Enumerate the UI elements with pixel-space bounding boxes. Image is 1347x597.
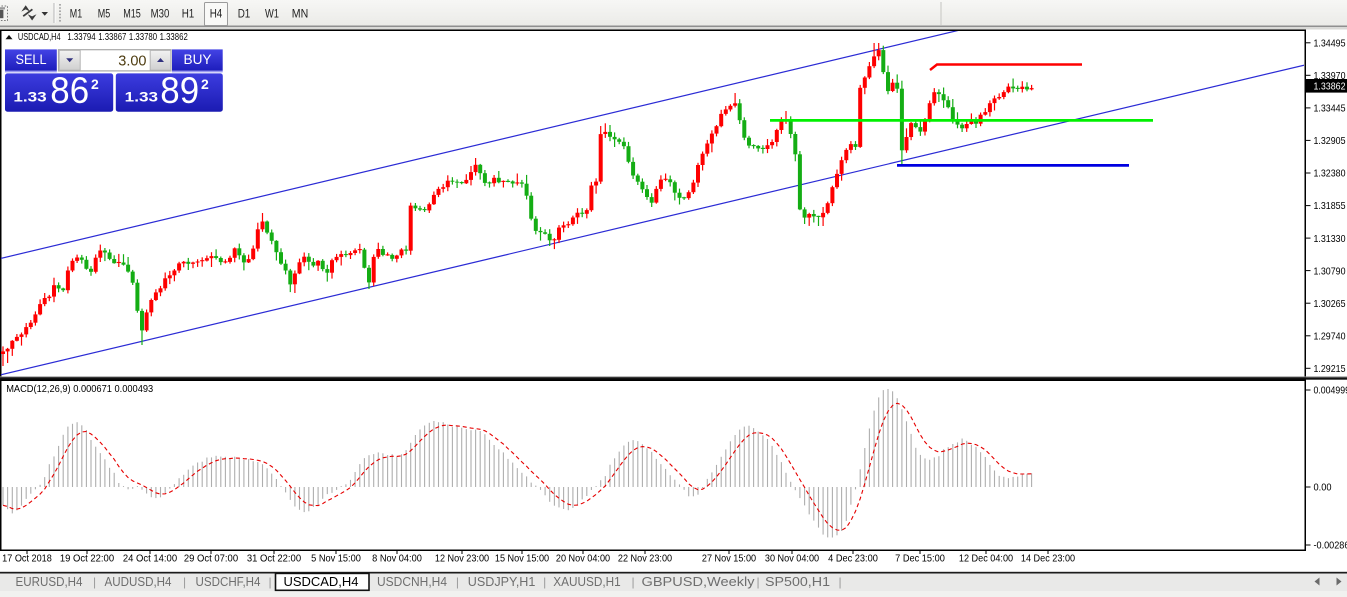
svg-text:1.33862: 1.33862 bbox=[160, 31, 188, 43]
svg-text:|: | bbox=[268, 575, 271, 589]
svg-text:12 Nov 23:00: 12 Nov 23:00 bbox=[435, 553, 489, 565]
svg-text:15 Nov 15:00: 15 Nov 15:00 bbox=[495, 553, 549, 565]
svg-text:1.33: 1.33 bbox=[125, 89, 159, 104]
svg-text:1.30790: 1.30790 bbox=[1314, 265, 1346, 277]
svg-text:USDCAD,H4: USDCAD,H4 bbox=[284, 574, 359, 589]
svg-text:1.33445: 1.33445 bbox=[1314, 103, 1346, 115]
svg-text:USDCNH,H4: USDCNH,H4 bbox=[377, 574, 447, 589]
svg-text:17 Oct 2018: 17 Oct 2018 bbox=[2, 553, 52, 565]
svg-text:|: | bbox=[543, 575, 546, 589]
svg-text:|: | bbox=[93, 575, 96, 589]
svg-text:1.30265: 1.30265 bbox=[1314, 298, 1346, 310]
svg-text:2: 2 bbox=[91, 76, 99, 92]
svg-text:1.31330: 1.31330 bbox=[1314, 233, 1346, 245]
svg-text:31 Oct 22:00: 31 Oct 22:00 bbox=[247, 553, 301, 565]
svg-text:30 Nov 04:00: 30 Nov 04:00 bbox=[765, 553, 819, 565]
svg-text:2: 2 bbox=[201, 76, 209, 92]
svg-text:M5: M5 bbox=[98, 9, 111, 21]
svg-text:3.00: 3.00 bbox=[118, 53, 146, 69]
svg-text:H4: H4 bbox=[210, 9, 223, 21]
svg-text:1.31855: 1.31855 bbox=[1314, 200, 1346, 212]
svg-text:20 Nov 04:00: 20 Nov 04:00 bbox=[556, 553, 610, 565]
svg-text:1.32905: 1.32905 bbox=[1314, 135, 1346, 147]
svg-text:12 Dec 04:00: 12 Dec 04:00 bbox=[959, 553, 1013, 565]
svg-text:14 Dec 23:00: 14 Dec 23:00 bbox=[1021, 553, 1075, 565]
svg-text:19 Oct 22:00: 19 Oct 22:00 bbox=[60, 553, 114, 565]
svg-text:M30: M30 bbox=[151, 9, 170, 21]
svg-text:USDCAD,H4: USDCAD,H4 bbox=[18, 31, 61, 43]
svg-text:89: 89 bbox=[160, 69, 199, 111]
svg-text:-0.002868: -0.002868 bbox=[1314, 540, 1347, 552]
svg-text:|: | bbox=[456, 575, 459, 589]
svg-text:1.32380: 1.32380 bbox=[1314, 168, 1346, 180]
svg-text:7 Dec 15:00: 7 Dec 15:00 bbox=[895, 553, 945, 565]
svg-text:USDJPY,H1: USDJPY,H1 bbox=[468, 574, 536, 589]
svg-text:86: 86 bbox=[50, 69, 89, 111]
svg-text:27 Nov 15:00: 27 Nov 15:00 bbox=[702, 553, 756, 565]
svg-text:|: | bbox=[183, 575, 186, 589]
svg-text:USDCHF,H4: USDCHF,H4 bbox=[196, 574, 261, 589]
svg-text:1.33: 1.33 bbox=[13, 89, 47, 104]
svg-text:SELL: SELL bbox=[16, 52, 47, 67]
svg-text:XAUUSD,H1: XAUUSD,H1 bbox=[553, 574, 620, 589]
svg-text:MACD(12,26,9) 0.000671 0.00049: MACD(12,26,9) 0.000671 0.000493 bbox=[6, 383, 153, 395]
svg-text:M1: M1 bbox=[70, 9, 82, 21]
svg-text:1.33862: 1.33862 bbox=[1314, 81, 1346, 93]
svg-text:1.33867: 1.33867 bbox=[98, 31, 126, 43]
svg-text:1.29740: 1.29740 bbox=[1314, 330, 1346, 342]
svg-text:1.34495: 1.34495 bbox=[1314, 38, 1346, 50]
svg-text:|: | bbox=[756, 575, 759, 589]
svg-text:SP500,H1: SP500,H1 bbox=[765, 574, 830, 589]
svg-text:22 Nov 23:00: 22 Nov 23:00 bbox=[618, 553, 672, 565]
svg-text:M15: M15 bbox=[123, 9, 141, 21]
svg-text:29 Oct 07:00: 29 Oct 07:00 bbox=[184, 553, 238, 565]
svg-text:0.00: 0.00 bbox=[1314, 482, 1332, 494]
svg-text:AUDUSD,H4: AUDUSD,H4 bbox=[105, 574, 172, 589]
svg-text:1.33794: 1.33794 bbox=[67, 31, 95, 43]
svg-text:5 Nov 15:00: 5 Nov 15:00 bbox=[311, 553, 361, 565]
svg-text:1.33780: 1.33780 bbox=[129, 31, 157, 43]
svg-text:BUY: BUY bbox=[184, 52, 212, 67]
svg-text:MN: MN bbox=[292, 9, 309, 21]
svg-text:GBPUSD,Weekly: GBPUSD,Weekly bbox=[642, 574, 756, 589]
svg-text:H1: H1 bbox=[182, 9, 195, 21]
svg-text:24 Oct 14:00: 24 Oct 14:00 bbox=[123, 553, 177, 565]
svg-text:EURUSD,H4: EURUSD,H4 bbox=[16, 574, 83, 589]
svg-text:0.004999: 0.004999 bbox=[1314, 385, 1347, 397]
svg-text:|: | bbox=[631, 575, 634, 589]
svg-text:8 Nov 04:00: 8 Nov 04:00 bbox=[372, 553, 422, 565]
svg-text:D1: D1 bbox=[238, 9, 251, 21]
svg-text:W1: W1 bbox=[265, 9, 279, 21]
svg-text:1.29215: 1.29215 bbox=[1314, 363, 1346, 375]
svg-text:|: | bbox=[838, 575, 841, 589]
svg-text:4 Dec 23:00: 4 Dec 23:00 bbox=[828, 553, 878, 565]
